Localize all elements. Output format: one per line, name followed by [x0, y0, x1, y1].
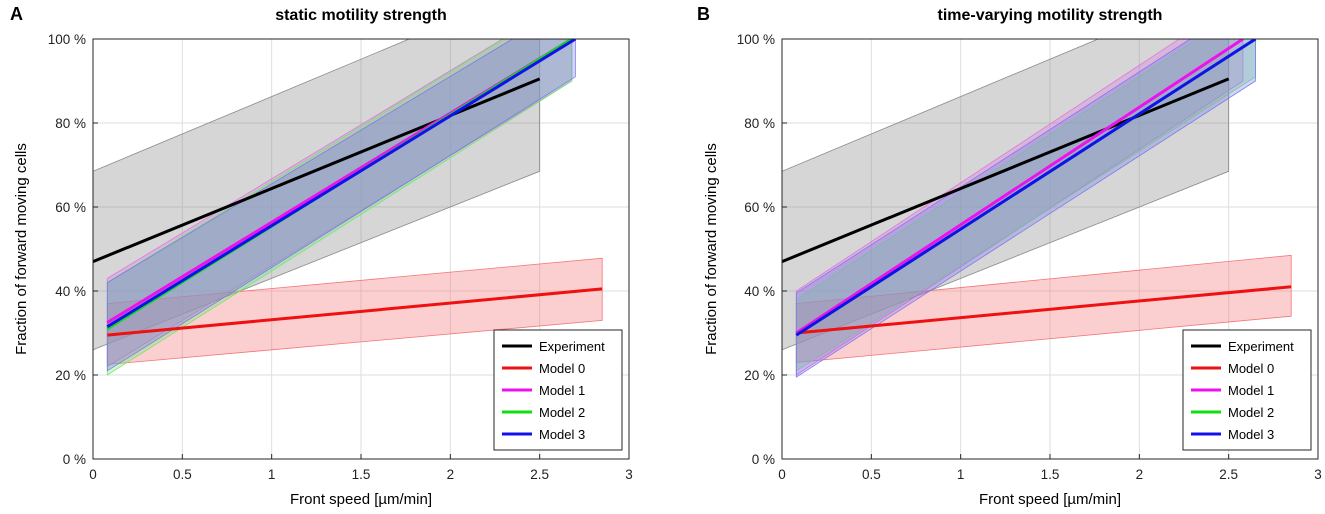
- y-tick-label: 0 %: [752, 452, 775, 467]
- legend-label-model-0: Model 0: [539, 361, 585, 376]
- x-tick-label: 1: [957, 467, 965, 482]
- x-axis-label: Front speed [µm/min]: [979, 491, 1121, 508]
- y-tick-label: 100 %: [737, 32, 775, 47]
- legend-label-model-1: Model 1: [539, 383, 585, 398]
- y-axis-label: Fraction of forward moving cells: [703, 143, 720, 355]
- y-axis-label: Fraction of forward moving cells: [13, 143, 30, 355]
- series-line-experiment: [782, 77, 1230, 263]
- x-tick-label: 0: [778, 467, 786, 482]
- series-line-model-3: [795, 39, 1257, 337]
- x-tick-label: 1.5: [1041, 467, 1060, 482]
- legend-label-model-3: Model 3: [1228, 427, 1274, 442]
- x-tick-label: 1: [268, 467, 276, 482]
- legend-label-model-0: Model 0: [1228, 361, 1274, 376]
- panel-letter: A: [10, 4, 23, 24]
- x-tick-label: 0.5: [862, 467, 881, 482]
- legend-label-model-1: Model 1: [1228, 383, 1274, 398]
- y-tick-label: 80 %: [55, 116, 86, 131]
- x-tick-label: 2.5: [530, 467, 549, 482]
- confidence-band-model-3: [795, 39, 1256, 378]
- series-line-model-0: [796, 285, 1292, 335]
- legend-label-model-2: Model 2: [539, 405, 585, 420]
- x-tick-label: 2: [447, 467, 455, 482]
- legend: Experiment Model 0 Model 1 Model 2 Model 3: [1182, 329, 1312, 451]
- x-tick-label: 2: [1136, 467, 1144, 482]
- y-tick-label: 20 %: [744, 368, 775, 383]
- plot-area: [93, 39, 603, 376]
- x-tick-label: 0.5: [173, 467, 192, 482]
- series-line-model-1: [795, 39, 1244, 335]
- series-line-model-0: [107, 287, 603, 337]
- x-tick-label: 3: [1314, 467, 1322, 482]
- legend-label-model-2: Model 2: [1228, 405, 1274, 420]
- y-tick-label: 40 %: [744, 284, 775, 299]
- series-line-experiment: [93, 77, 541, 263]
- legend: Experiment Model 0 Model 1 Model 2 Model 3: [493, 329, 623, 451]
- x-tick-label: 1.5: [352, 467, 371, 482]
- panel-letter: B: [697, 4, 710, 24]
- y-tick-label: 0 %: [63, 452, 86, 467]
- x-tick-label: 2.5: [1219, 467, 1238, 482]
- legend-label-experiment: Experiment: [539, 339, 605, 354]
- confidence-band-model-3: [106, 39, 576, 372]
- y-tick-label: 60 %: [744, 200, 775, 215]
- x-tick-label: 3: [625, 467, 633, 482]
- legend-label-model-3: Model 3: [539, 427, 585, 442]
- y-tick-label: 40 %: [55, 284, 86, 299]
- y-tick-label: 100 %: [48, 32, 86, 47]
- x-tick-label: 0: [89, 467, 97, 482]
- chart-title: time-varying motility strength: [938, 7, 1163, 24]
- y-tick-label: 20 %: [55, 368, 86, 383]
- plot-area: [782, 39, 1292, 378]
- x-axis-label: Front speed [µm/min]: [290, 491, 432, 508]
- chart-title: static motility strength: [275, 7, 447, 24]
- y-tick-label: 60 %: [55, 200, 86, 215]
- y-tick-label: 80 %: [744, 116, 775, 131]
- legend-label-experiment: Experiment: [1228, 339, 1294, 354]
- series-line-model-3: [106, 39, 577, 328]
